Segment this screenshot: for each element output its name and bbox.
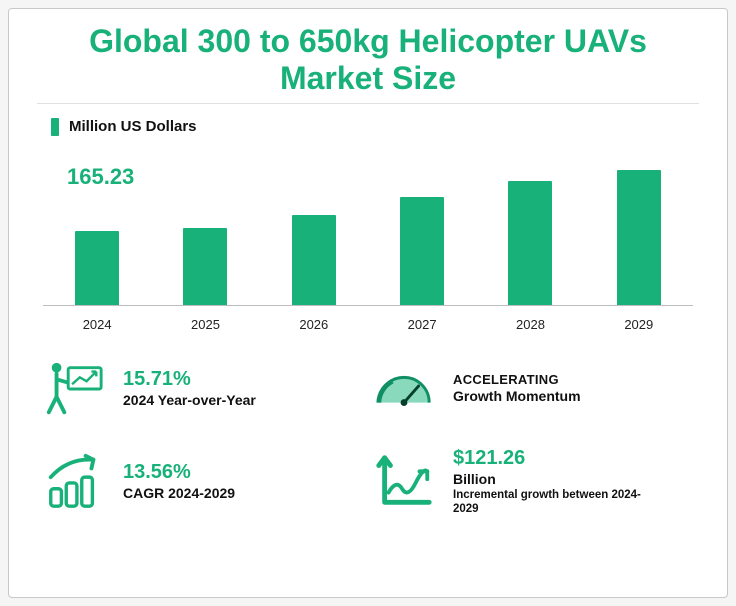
x-axis-label: 2029 bbox=[617, 317, 661, 332]
stat-yoy-text: 15.71% 2024 Year-over-Year bbox=[123, 367, 256, 410]
gauge-icon bbox=[373, 358, 435, 420]
bar-chart: 165.23 202420252026202720282029 bbox=[43, 142, 693, 332]
page-title: Global 300 to 650kg Helicopter UAVs Mark… bbox=[37, 23, 699, 97]
infographic-card: Global 300 to 650kg Helicopter UAVs Mark… bbox=[8, 8, 728, 598]
legend-swatch-icon bbox=[51, 118, 59, 136]
stat-cagr-sub: CAGR 2024-2029 bbox=[123, 485, 235, 503]
stat-accel-text: ACCELERATING Growth Momentum bbox=[453, 372, 581, 406]
x-axis-label: 2028 bbox=[508, 317, 552, 332]
stat-cagr: 13.56% CAGR 2024-2029 bbox=[43, 446, 363, 517]
stats-grid: 15.71% 2024 Year-over-Year ACCELERATING … bbox=[37, 358, 699, 517]
x-axis-labels: 2024 2025 2026 2027 2028 2029 bbox=[43, 317, 693, 332]
stat-accel-label: ACCELERATING bbox=[453, 372, 581, 388]
bar bbox=[508, 181, 552, 305]
stat-incr-unit: Billion bbox=[453, 471, 653, 489]
legend-label: Million US Dollars bbox=[69, 118, 197, 135]
stat-cagr-value: 13.56% bbox=[123, 460, 235, 485]
bar bbox=[292, 215, 336, 305]
stat-incr-text: $121.26 Billion Incremental growth betwe… bbox=[453, 446, 653, 517]
trend-line-icon bbox=[373, 450, 435, 512]
stat-accelerating: ACCELERATING Growth Momentum bbox=[373, 358, 693, 420]
x-axis-label: 2025 bbox=[183, 317, 227, 332]
stat-incr-value: $121.26 bbox=[453, 446, 653, 471]
stat-yoy-sub: 2024 Year-over-Year bbox=[123, 392, 256, 410]
stat-yoy-value: 15.71% bbox=[123, 367, 256, 392]
chart-legend: Million US Dollars bbox=[51, 118, 699, 136]
divider bbox=[37, 103, 699, 104]
stat-incr-sub: Incremental growth between 2024-2029 bbox=[453, 488, 653, 517]
bar bbox=[617, 170, 661, 305]
bar bbox=[400, 197, 444, 305]
stat-accel-sub: Growth Momentum bbox=[453, 388, 581, 406]
stat-yoy: 15.71% 2024 Year-over-Year bbox=[43, 358, 363, 420]
presenter-icon bbox=[43, 358, 105, 420]
bar bbox=[183, 228, 227, 305]
stat-incremental: $121.26 Billion Incremental growth betwe… bbox=[373, 446, 693, 517]
x-axis-label: 2026 bbox=[292, 317, 336, 332]
growth-bars-icon bbox=[43, 450, 105, 512]
x-axis-label: 2024 bbox=[75, 317, 119, 332]
x-axis-label: 2027 bbox=[400, 317, 444, 332]
bar bbox=[75, 231, 119, 305]
stat-cagr-text: 13.56% CAGR 2024-2029 bbox=[123, 460, 235, 503]
bars-group bbox=[43, 162, 693, 306]
